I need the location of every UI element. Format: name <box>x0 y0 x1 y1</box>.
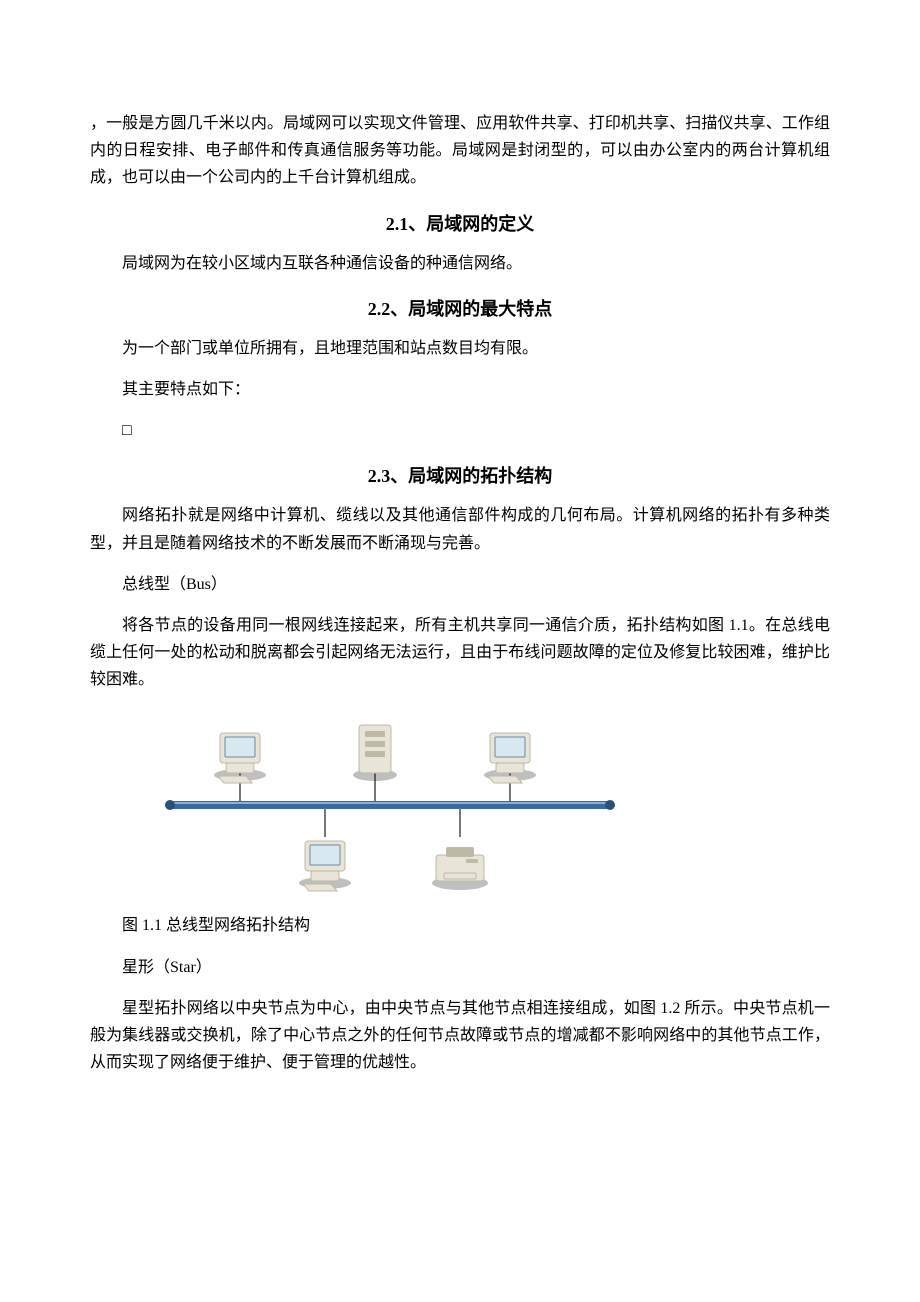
paragraph-bus-body: 将各节点的设备用同一根网线连接起来，所有主机共享同一通信介质，拓扑结构如图 1.… <box>90 612 830 694</box>
paragraph-2-2-b: 其主要特点如下： <box>90 376 830 403</box>
paragraph-2-3-a: 网络拓扑就是网络中计算机、缆线以及其他通信部件构成的几何布局。计算机网络的拓扑有… <box>90 502 830 556</box>
heading-2-2: 2.2、局域网的最大特点 <box>90 295 830 321</box>
paragraph-star-body: 星型拓扑网络以中央节点为中心，由中央节点与其他节点相连接组成，如图 1.2 所示… <box>90 995 830 1077</box>
checkbox-placeholder: □ <box>90 417 830 444</box>
paragraph-bus-title: 总线型（Bus） <box>90 571 830 598</box>
figure-caption-1-1: 图 1.1 总线型网络拓扑结构 <box>90 912 830 939</box>
paragraph-star-title: 星形（Star） <box>90 954 830 981</box>
paragraph-2-2-a: 为一个部门或单位所拥有，且地理范围和站点数目均有限。 <box>90 335 830 362</box>
heading-2-3: 2.3、局域网的拓扑结构 <box>90 462 830 488</box>
bus-topology-diagram <box>150 707 630 902</box>
bus-topology-svg <box>150 707 630 902</box>
intro-paragraph: ，一般是方圆几千米以内。局域网可以实现文件管理、应用软件共享、打印机共享、扫描仪… <box>90 110 830 192</box>
heading-2-1: 2.1、局域网的定义 <box>90 210 830 236</box>
paragraph-2-1: 局域网为在较小区域内互联各种通信设备的种通信网络。 <box>90 250 830 277</box>
